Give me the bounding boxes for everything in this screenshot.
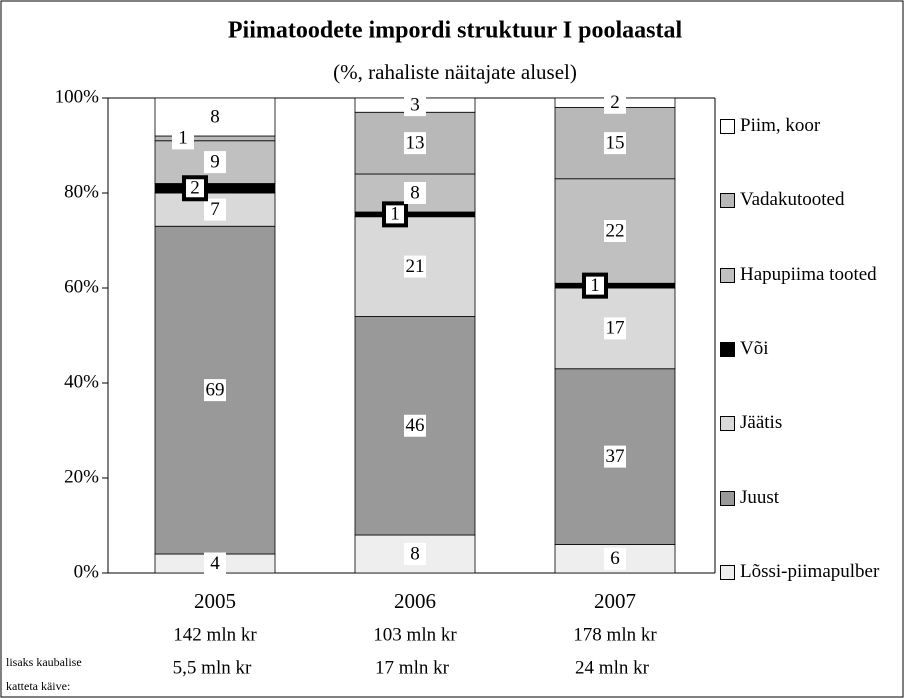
legend-swatch [720, 193, 735, 209]
legend-swatch [720, 341, 735, 357]
value-label-bg [604, 91, 626, 114]
legend-label: Või [740, 337, 769, 359]
legend-item: Vadakutooted [720, 188, 902, 212]
value-label: 1 [178, 128, 188, 149]
value-label: 69 [206, 379, 225, 400]
y-tick-label: 20% [64, 466, 99, 487]
x-tick-label: 2006 [394, 589, 436, 613]
legend-swatch [720, 119, 735, 134]
legend-label: Lõssi-piimapulber [740, 560, 880, 582]
category-note: 142 mln kr [173, 624, 257, 645]
value-label: 1 [590, 275, 600, 296]
legend-item: Lõssi-piimapulber [720, 560, 902, 584]
legend-swatch [720, 267, 735, 283]
y-tick-label: 100% [55, 86, 100, 107]
value-label-bg [172, 127, 194, 150]
value-label-bg [404, 255, 426, 278]
legend-swatch [720, 416, 735, 432]
legend-swatch [720, 564, 735, 580]
value-label-bg [204, 106, 226, 128]
value-label: 9 [210, 151, 220, 172]
value-label-bg [604, 445, 626, 468]
extra-value: 24 mln kr [575, 657, 650, 678]
value-label-bg [404, 132, 426, 155]
category-note: 103 mln kr [373, 624, 457, 645]
value-label-bg [404, 94, 426, 117]
legend-label: Hapupiima tooted [740, 263, 877, 285]
extra-value: 17 mln kr [375, 657, 450, 678]
value-label: 7 [210, 199, 220, 220]
value-label: 15 [606, 132, 625, 153]
bar-segment [554, 282, 676, 289]
value-label: 13 [406, 132, 425, 153]
y-tick-label: 40% [64, 371, 99, 392]
extra-label: lisaks kaubalise katteta käive: [6, 655, 82, 693]
legend-item: Jäätis [720, 411, 902, 435]
value-label: 6 [610, 548, 620, 569]
y-tick-label: 60% [64, 276, 99, 297]
extra-value: 5,5 mln kr [173, 657, 252, 678]
bar-segment [154, 183, 276, 194]
legend-item: Juust [720, 486, 902, 510]
value-label-bg [404, 182, 426, 204]
value-label: 2 [610, 92, 620, 113]
value-label: 8 [410, 543, 420, 564]
legend-label: Juust [740, 486, 780, 508]
value-label-bg [404, 414, 426, 437]
y-tick-label: 0% [74, 561, 100, 582]
value-label-bg [604, 132, 626, 155]
value-label: 17 [606, 318, 625, 339]
legend-label: Piim, koor [740, 115, 821, 136]
legend-item: Või [720, 337, 902, 361]
value-label: 37 [606, 446, 625, 467]
chart-subtitle: (%, rahaliste näitajate alusel) [333, 60, 577, 84]
value-label: 2 [190, 178, 200, 199]
value-label: 46 [406, 415, 425, 436]
chart-title: Piimatoodete impordi struktuur I poolaas… [228, 18, 683, 44]
legend: Piim, koor Vadakutooted Hapupiima tooted Võ… [720, 114, 902, 584]
value-label: 4 [210, 553, 220, 574]
legend-swatch [720, 490, 735, 506]
category-note: 178 mln kr [573, 624, 657, 645]
value-label-bg [204, 379, 226, 402]
legend-item: Piim, koor [720, 114, 902, 138]
value-label-bg [204, 198, 226, 221]
legend-item: Hapupiima tooted [720, 263, 902, 287]
value-label: 21 [406, 256, 425, 277]
value-label: 8 [210, 106, 220, 127]
x-tick-label: 2005 [194, 589, 236, 613]
value-label-bg [582, 272, 608, 299]
value-label: 1 [390, 204, 400, 225]
value-label-bg [604, 220, 626, 242]
value-label: 22 [606, 220, 625, 241]
value-label-bg [382, 201, 408, 228]
value-label: 8 [410, 182, 420, 203]
legend-label: Jäätis [740, 412, 783, 434]
value-label-bg [204, 552, 226, 575]
legend-label: Vadakutooted [740, 189, 845, 211]
value-label: 3 [410, 94, 420, 115]
y-tick-label: 80% [64, 181, 99, 202]
bar-segment [354, 211, 476, 218]
x-tick-label: 2007 [594, 589, 636, 613]
value-label-bg [604, 317, 626, 340]
value-label-bg [182, 175, 208, 202]
value-label-bg [604, 547, 626, 570]
value-label-bg [204, 151, 226, 174]
value-label-bg [404, 543, 426, 565]
